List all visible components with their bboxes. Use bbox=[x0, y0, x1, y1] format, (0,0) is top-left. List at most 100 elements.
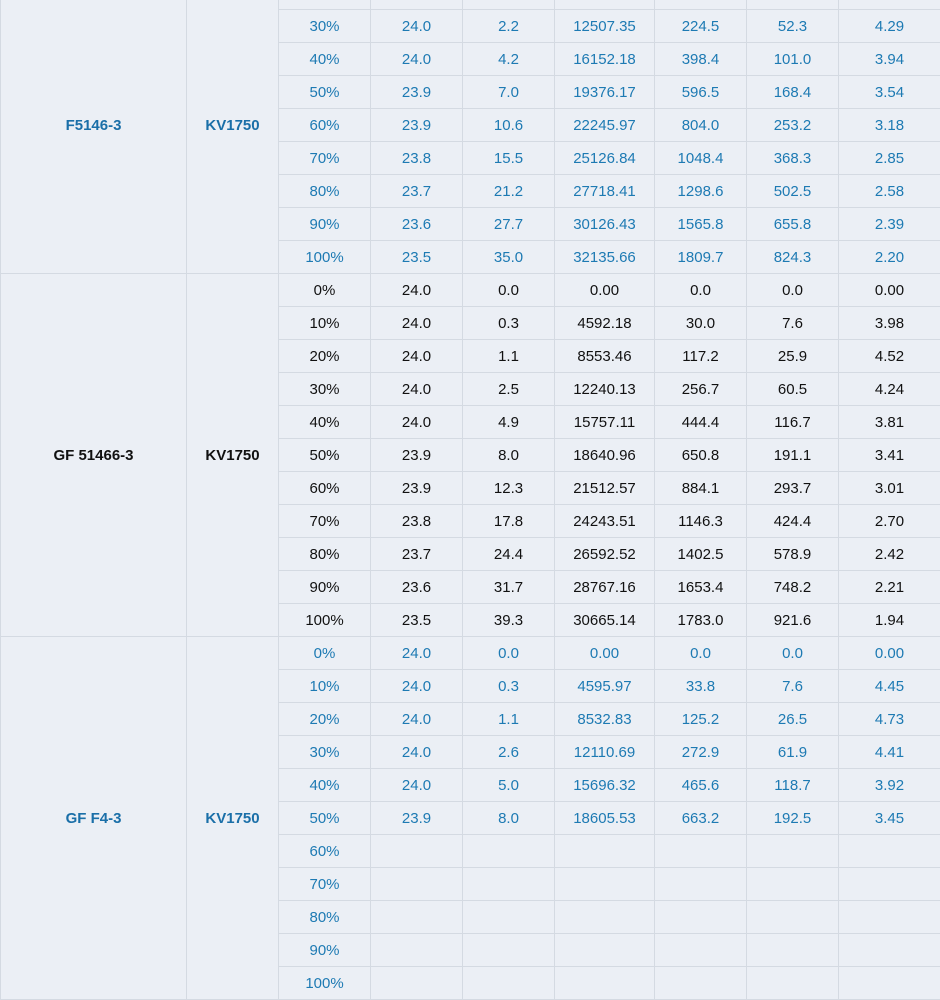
current-cell: 2.2 bbox=[463, 10, 555, 43]
voltage-cell bbox=[371, 934, 463, 967]
rpm-cell: 12507.35 bbox=[555, 10, 655, 43]
efficiency-cell: 3.01 bbox=[839, 472, 940, 505]
power-cell: 118.7 bbox=[747, 769, 839, 802]
voltage-cell bbox=[371, 901, 463, 934]
efficiency-cell: 2.20 bbox=[839, 241, 940, 274]
throttle-cell: 70% bbox=[279, 868, 371, 901]
throttle-cell: 80% bbox=[279, 538, 371, 571]
voltage-cell: 23.9 bbox=[371, 802, 463, 835]
table-row: F5146-3KV175020% bbox=[1, 0, 940, 10]
current-cell: 31.7 bbox=[463, 571, 555, 604]
power-cell: 0.0 bbox=[747, 274, 839, 307]
throttle-cell: 10% bbox=[279, 307, 371, 340]
current-cell bbox=[463, 835, 555, 868]
power-cell: 7.6 bbox=[747, 307, 839, 340]
thrust-cell bbox=[655, 868, 747, 901]
voltage-cell: 24.0 bbox=[371, 43, 463, 76]
current-cell bbox=[463, 967, 555, 1000]
current-cell bbox=[463, 901, 555, 934]
power-cell bbox=[747, 868, 839, 901]
power-cell: 424.4 bbox=[747, 505, 839, 538]
thrust-cell: 224.5 bbox=[655, 10, 747, 43]
efficiency-cell: 4.52 bbox=[839, 340, 940, 373]
thrust-cell: 398.4 bbox=[655, 43, 747, 76]
voltage-cell bbox=[371, 835, 463, 868]
throttle-cell: 30% bbox=[279, 736, 371, 769]
throttle-cell: 90% bbox=[279, 208, 371, 241]
efficiency-cell: 2.42 bbox=[839, 538, 940, 571]
power-cell: 253.2 bbox=[747, 109, 839, 142]
power-cell: 191.1 bbox=[747, 439, 839, 472]
rpm-cell: 30126.43 bbox=[555, 208, 655, 241]
efficiency-cell: 1.94 bbox=[839, 604, 940, 637]
rpm-cell: 22245.97 bbox=[555, 109, 655, 142]
power-cell: 101.0 bbox=[747, 43, 839, 76]
voltage-cell: 23.6 bbox=[371, 571, 463, 604]
throttle-cell: 100% bbox=[279, 967, 371, 1000]
current-cell: 0.3 bbox=[463, 670, 555, 703]
efficiency-cell: 2.39 bbox=[839, 208, 940, 241]
power-cell bbox=[747, 967, 839, 1000]
propeller-group: F5146-3KV175020%30%24.02.212507.35224.55… bbox=[1, 0, 940, 274]
current-cell: 2.6 bbox=[463, 736, 555, 769]
rpm-cell: 0.00 bbox=[555, 637, 655, 670]
thrust-cell: 650.8 bbox=[655, 439, 747, 472]
thrust-cell: 804.0 bbox=[655, 109, 747, 142]
voltage-cell bbox=[371, 0, 463, 10]
rpm-cell: 4592.18 bbox=[555, 307, 655, 340]
rpm-cell: 24243.51 bbox=[555, 505, 655, 538]
throttle-cell: 0% bbox=[279, 637, 371, 670]
current-cell: 21.2 bbox=[463, 175, 555, 208]
throttle-cell: 60% bbox=[279, 109, 371, 142]
rpm-cell: 8532.83 bbox=[555, 703, 655, 736]
rpm-cell bbox=[555, 835, 655, 868]
rpm-cell bbox=[555, 901, 655, 934]
efficiency-cell: 2.21 bbox=[839, 571, 940, 604]
power-cell: 168.4 bbox=[747, 76, 839, 109]
thrust-cell: 596.5 bbox=[655, 76, 747, 109]
efficiency-cell bbox=[839, 934, 940, 967]
power-cell: 192.5 bbox=[747, 802, 839, 835]
efficiency-cell: 0.00 bbox=[839, 274, 940, 307]
current-cell: 5.0 bbox=[463, 769, 555, 802]
voltage-cell: 24.0 bbox=[371, 406, 463, 439]
current-cell: 0.0 bbox=[463, 274, 555, 307]
efficiency-cell bbox=[839, 901, 940, 934]
efficiency-cell bbox=[839, 868, 940, 901]
voltage-cell: 23.5 bbox=[371, 241, 463, 274]
power-cell bbox=[747, 901, 839, 934]
throttle-cell: 50% bbox=[279, 439, 371, 472]
rpm-cell: 25126.84 bbox=[555, 142, 655, 175]
thrust-cell: 125.2 bbox=[655, 703, 747, 736]
efficiency-cell: 3.18 bbox=[839, 109, 940, 142]
voltage-cell: 23.9 bbox=[371, 76, 463, 109]
power-cell: 293.7 bbox=[747, 472, 839, 505]
voltage-cell: 24.0 bbox=[371, 373, 463, 406]
efficiency-cell: 4.29 bbox=[839, 10, 940, 43]
voltage-cell: 23.9 bbox=[371, 109, 463, 142]
thrust-cell: 1565.8 bbox=[655, 208, 747, 241]
motor-kv: KV1750 bbox=[187, 274, 279, 637]
efficiency-cell: 4.24 bbox=[839, 373, 940, 406]
throttle-cell: 60% bbox=[279, 472, 371, 505]
thrust-cell: 30.0 bbox=[655, 307, 747, 340]
current-cell: 12.3 bbox=[463, 472, 555, 505]
current-cell: 2.5 bbox=[463, 373, 555, 406]
throttle-cell: 40% bbox=[279, 43, 371, 76]
rpm-cell: 30665.14 bbox=[555, 604, 655, 637]
voltage-cell bbox=[371, 967, 463, 1000]
thrust-cell bbox=[655, 967, 747, 1000]
throttle-cell: 10% bbox=[279, 670, 371, 703]
power-cell: 578.9 bbox=[747, 538, 839, 571]
power-cell: 60.5 bbox=[747, 373, 839, 406]
voltage-cell: 24.0 bbox=[371, 274, 463, 307]
rpm-cell: 21512.57 bbox=[555, 472, 655, 505]
throttle-cell: 30% bbox=[279, 373, 371, 406]
throttle-cell: 50% bbox=[279, 76, 371, 109]
thrust-cell: 1146.3 bbox=[655, 505, 747, 538]
throttle-cell: 80% bbox=[279, 175, 371, 208]
voltage-cell: 23.9 bbox=[371, 439, 463, 472]
thrust-cell: 0.0 bbox=[655, 637, 747, 670]
